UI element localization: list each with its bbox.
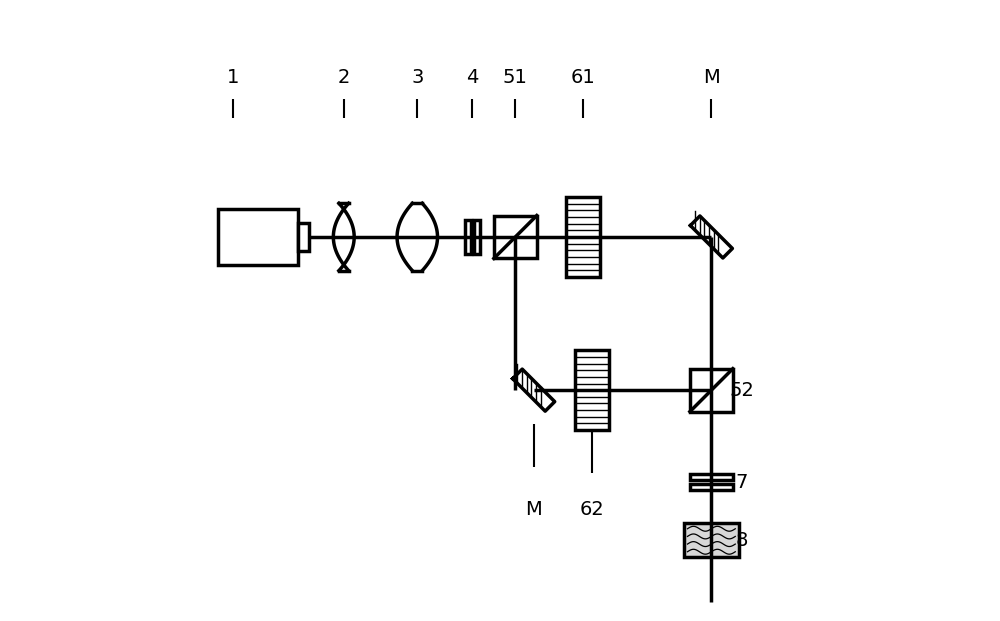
Bar — [474, 220, 480, 254]
Text: 7: 7 — [736, 473, 748, 492]
Text: 8: 8 — [736, 531, 748, 550]
Bar — [465, 220, 471, 254]
Text: 4: 4 — [466, 68, 479, 87]
Bar — [690, 484, 733, 490]
Bar — [690, 369, 733, 412]
Text: 1: 1 — [227, 68, 240, 87]
Bar — [684, 524, 739, 557]
Text: M: M — [525, 500, 542, 519]
Text: 62: 62 — [580, 500, 604, 519]
Text: M: M — [703, 68, 720, 87]
Text: 2: 2 — [338, 68, 350, 87]
Bar — [298, 223, 309, 251]
Bar — [690, 474, 733, 479]
Text: 61: 61 — [570, 68, 595, 87]
Bar — [575, 350, 609, 430]
Bar — [218, 209, 298, 265]
Text: 3: 3 — [411, 68, 423, 87]
Bar — [566, 197, 600, 277]
Bar — [494, 215, 537, 258]
Text: 51: 51 — [503, 68, 528, 87]
Text: 52: 52 — [730, 381, 754, 400]
